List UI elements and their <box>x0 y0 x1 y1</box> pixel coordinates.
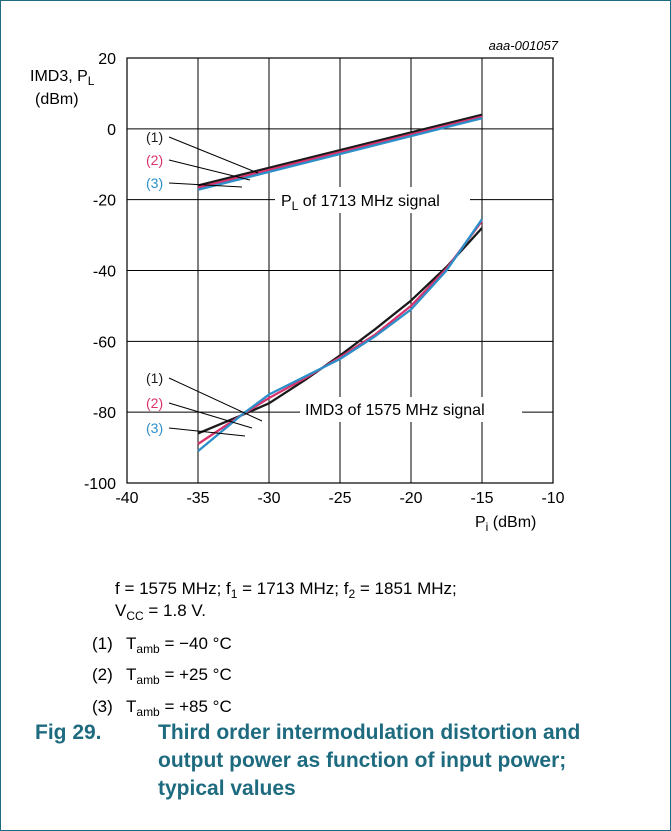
series-tag-1-2: (2) <box>146 152 163 168</box>
x-tick-label: -10 <box>541 490 564 507</box>
x-tick-label: -40 <box>115 490 138 507</box>
y-tick-label: -100 <box>84 476 116 493</box>
chart: (1) (2) (3) (1) (2) (3) -40 -35 -30 -25 -20 -15 -10… <box>30 38 565 534</box>
x-tick-label: -30 <box>257 490 280 507</box>
conditions-line-2: VCC = 1.8 V. <box>115 601 206 623</box>
y-tick-label: -60 <box>93 334 116 351</box>
series-tag-2-1: (1) <box>146 370 163 386</box>
series-group-2 <box>197 218 483 452</box>
group-label-1: PL of 1713 MHz signal <box>281 193 440 213</box>
group-label-background-2 <box>300 397 522 422</box>
series-line-1-3 <box>197 117 483 191</box>
group-label-2: IMD3 of 1575 MHz signal <box>305 402 485 419</box>
leader-line-2-2 <box>168 402 253 429</box>
x-tick-label: -25 <box>328 490 351 507</box>
series-tag-1-1: (1) <box>146 129 163 145</box>
y-axis-label-line-1: IMD3, PL <box>30 68 95 88</box>
y-tick-label: 20 <box>98 51 116 68</box>
leader-line-2-1 <box>168 377 263 422</box>
figure-title: Third order intermodulation distortion a… <box>158 721 581 800</box>
tick-labels: -40 -35 -30 -25 -20 -15 -10 -100 -80 -60 -40 -20 0 20 <box>84 51 565 507</box>
chart-id-label: aaa-001057 <box>489 38 559 53</box>
series-line-2-3 <box>197 218 483 452</box>
leader-line-1-3 <box>168 182 243 188</box>
plot-area-border <box>126 57 554 484</box>
group-label-background-1 <box>275 187 470 213</box>
note-1: (1) Tamb = −40 °C <box>92 634 232 656</box>
label-backgrounds <box>275 187 522 422</box>
series-tag-2-3: (3) <box>146 420 163 436</box>
y-tick-label: 0 <box>107 122 116 139</box>
series-leader-lines: (1) (2) (3) (1) (2) (3) <box>146 129 263 437</box>
figure-number: Fig 29. <box>35 721 102 744</box>
x-tick-label: -20 <box>399 490 422 507</box>
note-2: (2) Tamb = +25 °C <box>92 665 232 687</box>
annotations: aaa-001057 IMD3, PL (dBm) Pi (dBm) PL of 171… <box>30 38 559 534</box>
leader-line-1-2 <box>168 159 251 181</box>
y-tick-label: -20 <box>93 193 116 210</box>
y-tick-label: -80 <box>93 405 116 422</box>
series-line-1-1 <box>197 113 483 187</box>
plot-frame <box>126 57 554 484</box>
series-tag-2-2: (2) <box>146 395 163 411</box>
y-tick-label: -40 <box>93 264 116 281</box>
leader-line-2-3 <box>168 427 246 437</box>
series-line-1-2 <box>197 115 483 189</box>
leader-line-1-1 <box>168 136 259 174</box>
y-axis-label-line-2: (dBm) <box>35 91 79 108</box>
x-tick-label: -15 <box>470 490 493 507</box>
series-group-1 <box>197 113 483 191</box>
note-3: (3) Tamb = +85 °C <box>92 697 232 719</box>
x-axis-label: Pi (dBm) <box>475 514 536 534</box>
series-layer <box>197 113 483 452</box>
x-tick-label: -35 <box>186 490 209 507</box>
series-line-2-1 <box>197 227 483 435</box>
conditions-line-1: f = 1575 MHz; f1 = 1713 MHz; f2 = 1851 M… <box>115 579 457 601</box>
series-tag-1-3: (3) <box>146 175 163 191</box>
